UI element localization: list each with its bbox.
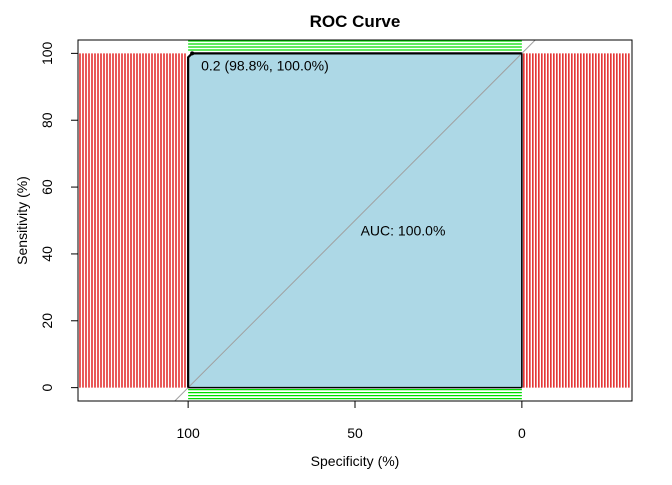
x-axis-label: Specificity (%) <box>311 453 400 469</box>
x-tick-label: 0 <box>518 425 526 441</box>
sensitivity-ci-bars <box>188 40 522 400</box>
chance-line <box>174 39 536 402</box>
y-tick-label: 0 <box>39 384 55 392</box>
chance-diagonal <box>174 39 536 402</box>
x-tick-label: 50 <box>347 425 363 441</box>
x-tick-label: 100 <box>176 425 200 441</box>
chart-title: ROC Curve <box>310 12 401 31</box>
roc-curve <box>187 51 523 389</box>
y-tick-label: 100 <box>39 41 55 65</box>
y-tick-label: 40 <box>39 246 55 262</box>
roc-curve-line <box>187 52 522 388</box>
y-axis-label: Sensitivity (%) <box>14 176 30 265</box>
y-tick-label: 60 <box>39 179 55 195</box>
specificity-ci-bars <box>79 53 630 388</box>
y-tick-label: 80 <box>39 112 55 128</box>
best-threshold-point <box>190 51 195 56</box>
y-tick-label: 20 <box>39 313 55 329</box>
auc-label: AUC: 100.0% <box>361 223 446 239</box>
chart-text: ROC Curve Specificity (%) Sensitivity (%… <box>14 12 445 469</box>
axes: 100 50 0 0 20 40 60 80 100 <box>39 39 633 441</box>
best-threshold-label: 0.2 (98.8%, 100.0%) <box>201 57 329 73</box>
